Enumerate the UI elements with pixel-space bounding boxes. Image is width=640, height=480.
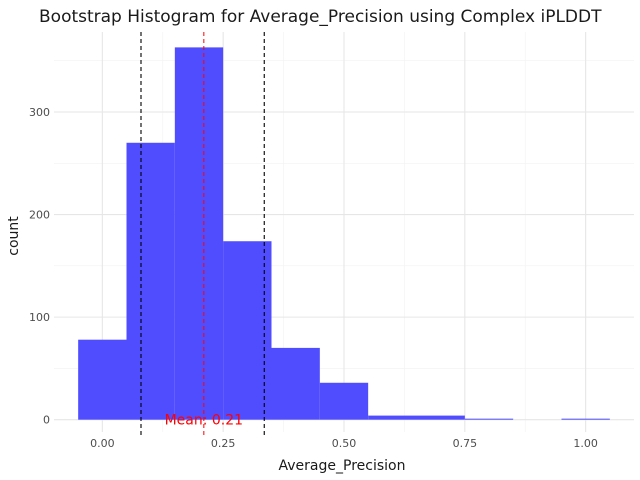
histogram-bar [319,382,369,420]
x-tick-label: 0.25 [211,437,236,450]
x-axis-title: Average_Precision [279,458,406,474]
mean-annotation: Mean: 0.21 [165,413,243,429]
histogram-bar [368,415,417,420]
y-tick-label: 300 [29,106,50,119]
chart-title: Bootstrap Histogram for Average_Precisio… [39,7,602,27]
x-tick-label: 0.00 [90,437,115,450]
major-gridlines [54,32,634,432]
y-tick-label: 200 [29,209,50,222]
histogram-bar [416,415,465,420]
histogram-bar [223,241,272,420]
histogram-bar [271,347,320,420]
x-tick-label: 0.50 [332,437,357,450]
reference-lines [140,32,265,438]
histogram-bar [126,142,175,420]
histogram-bar [464,418,514,420]
histogram-bars [78,47,610,420]
x-axis-ticks: 0.00 0.25 0.50 0.75 1.00 [90,437,598,450]
histogram-bar [174,47,224,420]
x-tick-label: 0.75 [453,437,478,450]
histogram-bar [78,339,127,420]
y-axis-title: count [6,216,22,256]
y-tick-label: 100 [29,311,50,324]
histogram-bar [561,418,610,420]
y-axis-ticks: 0 100 200 300 [29,106,50,427]
y-tick-label: 0 [43,414,50,427]
x-tick-label: 1.00 [573,437,598,450]
